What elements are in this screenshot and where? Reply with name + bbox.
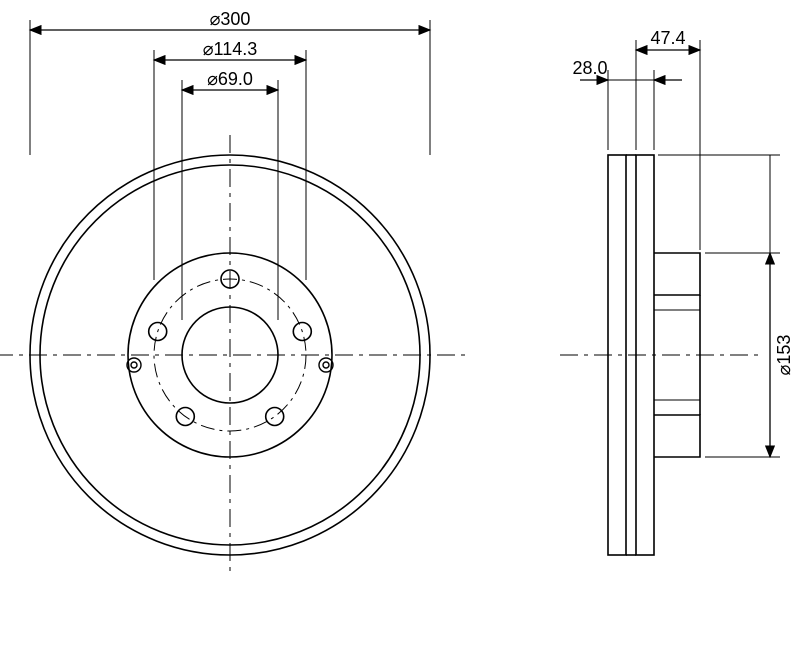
dim-label-d114: ⌀114.3 [203,39,258,59]
front-view: ⌀300 ⌀114.3 ⌀69.0 [0,9,470,575]
dim-label-47-4: 47.4 [650,28,685,48]
dim-label-d69: ⌀69.0 [207,69,253,89]
dim-label-28-0: 28.0 [572,58,607,78]
side-view: 47.4 28.0 ⌀153 [560,28,794,555]
technical-drawing: ⌀300 ⌀114.3 ⌀69.0 47.4 [0,0,800,655]
dim-label-d153: ⌀153 [774,335,794,376]
dim-label-d300: ⌀300 [210,9,251,29]
